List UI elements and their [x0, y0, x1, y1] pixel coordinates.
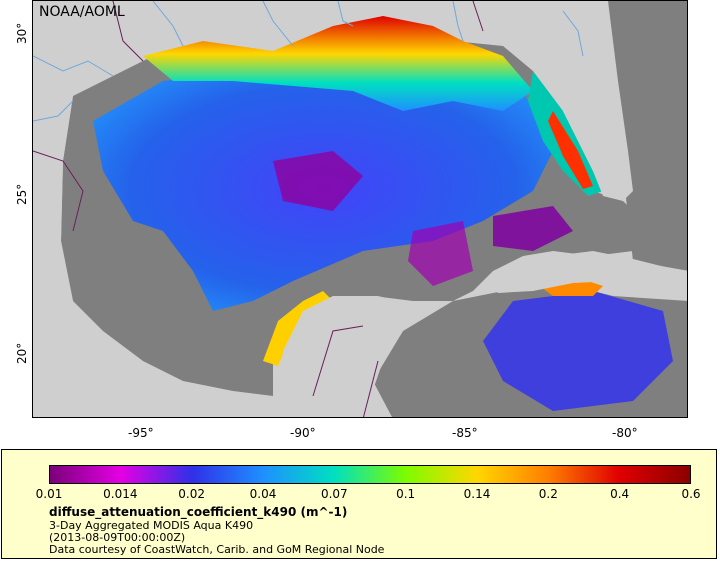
variable-name: diffuse_attenuation_coefficient_k490 (m^… — [49, 505, 348, 519]
x-tick-label: -80° — [612, 426, 638, 440]
dataset-description: 3-Day Aggregated MODIS Aqua K490 — [49, 519, 254, 532]
colorbar-tick-label: 0.1 — [396, 487, 416, 501]
colorbar-tick-label: 0.14 — [463, 487, 491, 501]
map-canvas — [33, 1, 687, 417]
florida-red — [548, 111, 593, 189]
cuba-land — [483, 251, 687, 293]
dataset-time: (2013-08-09T00:00:00Z) — [49, 531, 186, 544]
colorbar-tick-label: 0.01 — [35, 487, 63, 501]
atlantic-nodata — [608, 1, 687, 271]
colorbar-tick-label: 0.6 — [681, 487, 701, 501]
purple-patch-3 — [408, 221, 473, 286]
colorbar-tick-label: 0.04 — [249, 487, 277, 501]
y-tick-label: 30° — [15, 22, 29, 44]
colorbar-tick-label: 0.2 — [538, 487, 558, 501]
north-coast-band — [143, 16, 533, 111]
purple-patch-2 — [493, 206, 573, 251]
mexico-land — [33, 1, 93, 341]
x-tick-label: -85° — [452, 426, 478, 440]
y-tick-label: 20° — [15, 342, 29, 364]
data-credit: Data courtesy of CoastWatch, Carib. and … — [49, 543, 385, 556]
purple-patch-1 — [273, 151, 363, 211]
florida-land — [533, 1, 633, 201]
credit-label: NOAA/AOML — [39, 4, 125, 20]
caribbean-blue — [483, 291, 673, 411]
central-america-land — [33, 391, 273, 417]
colorbar — [49, 465, 691, 484]
map-panel[interactable]: NOAA/AOML — [32, 0, 688, 418]
borders — [33, 1, 484, 417]
x-tick-label: -90° — [290, 426, 316, 440]
x-tick-label: -95° — [128, 426, 154, 440]
yucatan-land — [273, 296, 403, 417]
y-tick-label: 25° — [15, 183, 29, 205]
legend-panel: 0.01 0.014 0.02 0.04 0.07 0.1 0.14 0.2 0.4 0.6 di… — [1, 449, 717, 559]
rivers — [33, 1, 584, 122]
colorbar-tick-label: 0.02 — [178, 487, 206, 501]
colorbar-tick-label: 0.014 — [103, 487, 138, 501]
colorbar-tick-label: 0.4 — [610, 487, 630, 501]
colorbar-tick-label: 0.07 — [320, 487, 348, 501]
